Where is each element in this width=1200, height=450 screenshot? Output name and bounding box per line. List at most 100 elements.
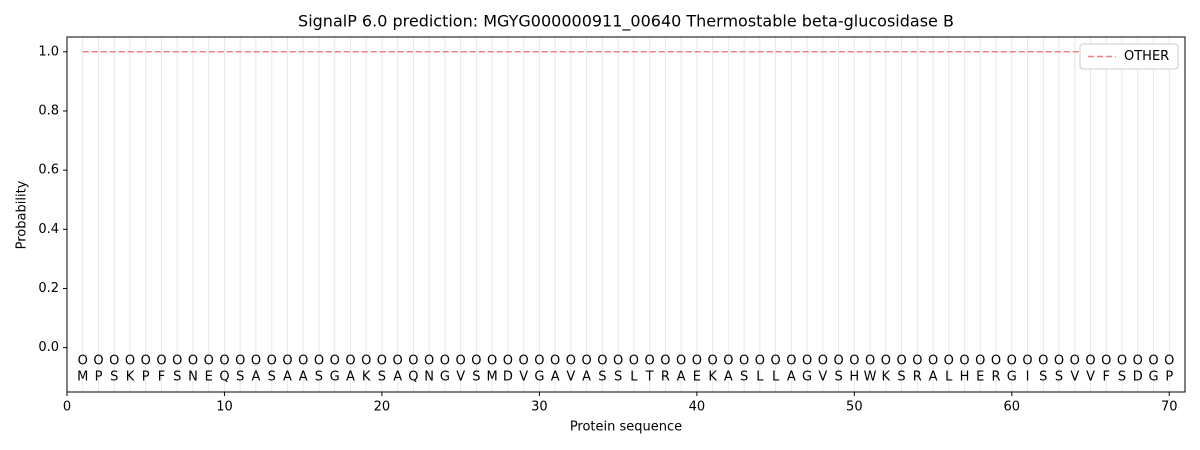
region-label: O (188, 354, 198, 369)
residue-label: A (929, 370, 938, 385)
region-label: O (251, 354, 261, 369)
x-axis-label: Protein sequence (570, 420, 682, 435)
residue-label: N (424, 370, 434, 385)
region-label: O (896, 354, 906, 369)
x-tick-label: 60 (1004, 400, 1021, 415)
x-tick-label: 30 (531, 400, 548, 415)
residue-label: S (897, 370, 905, 385)
region-label: O (707, 354, 717, 369)
residue-label: G (1148, 370, 1158, 385)
residue-label: L (945, 370, 953, 385)
residue-label: S (173, 370, 181, 385)
residue-label: V (566, 370, 575, 385)
region-label: O (928, 354, 938, 369)
residue-label: G (440, 370, 450, 385)
x-tick-label: 40 (689, 400, 706, 415)
residue-label: K (362, 370, 371, 385)
residue-label: A (677, 370, 686, 385)
residue-label: V (818, 370, 827, 385)
region-label: O (219, 354, 229, 369)
region-label: O (361, 354, 371, 369)
residue-label: L (630, 370, 638, 385)
region-label: O (78, 354, 88, 369)
residue-label: H (849, 370, 859, 385)
residue-label: S (614, 370, 622, 385)
region-label: O (755, 354, 765, 369)
residue-label: A (252, 370, 261, 385)
region-label: O (314, 354, 324, 369)
region-label: O (723, 354, 733, 369)
residue-label: M (77, 370, 88, 385)
residue-label: A (582, 370, 591, 385)
region-label: O (503, 354, 513, 369)
region-label: O (1085, 354, 1095, 369)
region-label: O (519, 354, 529, 369)
region-label: O (597, 354, 607, 369)
residue-label: A (551, 370, 560, 385)
plot-frame (66, 36, 1186, 393)
residue-label: Q (219, 370, 229, 385)
region-label: O (1007, 354, 1017, 369)
region-label: O (298, 354, 308, 369)
residue-label: P (1165, 370, 1173, 385)
region-label: O (645, 354, 655, 369)
residue-label: G (534, 370, 544, 385)
x-tick-label: 50 (846, 400, 863, 415)
region-label: O (156, 354, 166, 369)
region-label: O (550, 354, 560, 369)
region-label: O (818, 354, 828, 369)
region-label: O (204, 354, 214, 369)
residue-label: K (882, 370, 891, 385)
residue-label: S (110, 370, 118, 385)
x-tick-label: 70 (1161, 400, 1178, 415)
residue-label: S (472, 370, 480, 385)
residue-label: K (708, 370, 717, 385)
residue-label: A (346, 370, 355, 385)
region-label: O (93, 354, 103, 369)
region-label: O (487, 354, 497, 369)
region-label: O (1117, 354, 1127, 369)
region-label: O (125, 354, 135, 369)
residue-label: G (330, 370, 340, 385)
y-tick-label: 0.8 (38, 103, 59, 118)
region-label: O (1164, 354, 1174, 369)
residue-label: R (992, 370, 1001, 385)
region-label: O (991, 354, 1001, 369)
y-tick-label: 1.0 (38, 44, 59, 59)
residue-label: M (487, 370, 498, 385)
region-label: O (692, 354, 702, 369)
residue-label: V (1086, 370, 1095, 385)
residue-label: P (95, 370, 103, 385)
region-label: O (912, 354, 922, 369)
residue-label: S (378, 370, 386, 385)
region-label: O (881, 354, 891, 369)
region-label: O (1133, 354, 1143, 369)
residue-label: L (772, 370, 780, 385)
residue-label: D (503, 370, 513, 385)
region-label: O (582, 354, 592, 369)
region-label: O (1101, 354, 1111, 369)
residue-label: A (393, 370, 402, 385)
y-tick-label: 0.0 (38, 340, 59, 355)
y-tick-label: 0.4 (38, 222, 59, 237)
residue-label: A (787, 370, 796, 385)
residue-label: F (158, 370, 165, 385)
residue-label: S (1039, 370, 1047, 385)
region-label: O (141, 354, 151, 369)
residue-label: S (1118, 370, 1126, 385)
region-label: O (109, 354, 119, 369)
legend-box (1079, 43, 1179, 70)
residue-label: T (645, 370, 654, 385)
y-axis-label: Probability (15, 180, 30, 249)
x-tick-label: 20 (374, 400, 391, 415)
residue-label: E (693, 370, 701, 385)
region-label: O (676, 354, 686, 369)
region-label: O (660, 354, 670, 369)
residue-label: S (1055, 370, 1063, 385)
region-label: O (739, 354, 749, 369)
region-label: O (172, 354, 182, 369)
region-label: O (1054, 354, 1064, 369)
y-tick-label: 0.6 (38, 163, 59, 178)
x-tick-label: 10 (216, 400, 233, 415)
